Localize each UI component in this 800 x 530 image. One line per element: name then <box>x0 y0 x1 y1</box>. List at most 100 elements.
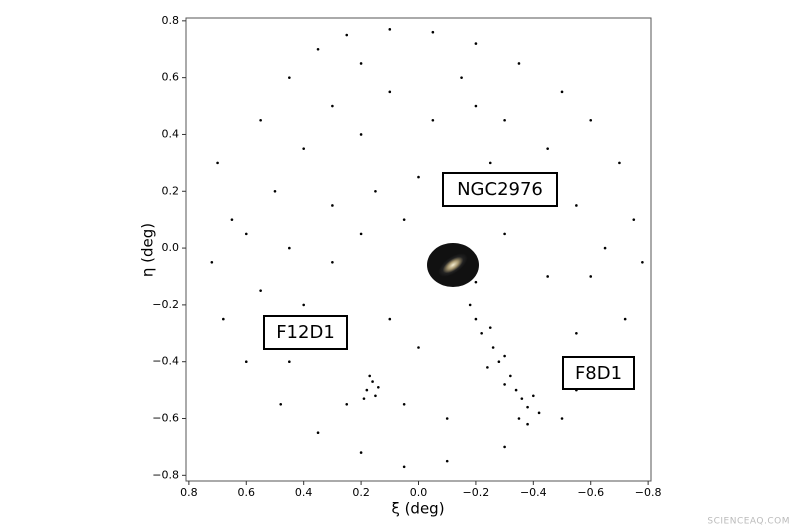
star-point <box>365 388 369 392</box>
star-point <box>546 275 549 278</box>
annotation-box <box>562 356 635 390</box>
star-point <box>359 451 363 454</box>
x-tick-label: −0.2 <box>463 486 490 499</box>
x-axis-label: ξ (deg) <box>391 500 444 518</box>
star-point <box>417 346 420 349</box>
x-tick-label: −0.6 <box>577 486 604 499</box>
y-tick-label: 0.4 <box>162 127 180 140</box>
star-point <box>641 260 644 264</box>
star-point <box>589 275 593 278</box>
star-point <box>359 232 363 236</box>
annotation: F12D1 <box>276 322 335 343</box>
star-point <box>288 76 291 79</box>
star-point <box>474 280 478 284</box>
star-point <box>503 445 506 449</box>
star-point <box>331 204 334 207</box>
star-point <box>603 246 607 250</box>
star-point <box>488 161 492 165</box>
star-point <box>431 118 435 122</box>
y-tick-label: −0.2 <box>152 298 179 311</box>
star-point <box>526 422 529 426</box>
star-point <box>259 289 262 292</box>
star-point <box>546 147 549 150</box>
star-point <box>362 397 366 400</box>
star-point <box>371 380 374 383</box>
annotation-box <box>442 172 558 207</box>
star-point <box>589 118 593 122</box>
star-point <box>491 346 495 349</box>
star-point <box>359 62 363 65</box>
star-point <box>402 403 406 406</box>
star-point <box>560 90 564 94</box>
star-point <box>222 317 225 321</box>
x-tick-label: −0.4 <box>520 486 547 499</box>
star-point <box>520 397 524 400</box>
star-point <box>345 403 349 406</box>
star-point <box>474 104 478 108</box>
star-point <box>623 317 627 321</box>
star-point <box>216 161 219 165</box>
star-point <box>359 133 363 136</box>
star-point <box>288 246 291 250</box>
star-point <box>468 303 472 307</box>
star-point <box>488 326 492 329</box>
y-tick-label: 0.0 <box>162 241 180 254</box>
y-tick-label: 0.2 <box>162 184 180 197</box>
star-point <box>486 366 489 369</box>
star-point <box>288 360 291 363</box>
annotation: F8D1 <box>575 363 622 384</box>
plot-area <box>210 28 644 469</box>
star-point <box>480 331 483 335</box>
star-point <box>331 260 334 264</box>
star-point <box>244 360 248 363</box>
y-axis-label: η (deg) <box>139 223 157 277</box>
star-point <box>431 30 435 34</box>
star-point <box>402 218 406 221</box>
annotation-box <box>263 315 348 350</box>
star-point <box>368 374 372 378</box>
star-point <box>503 354 506 358</box>
star-point <box>417 175 420 179</box>
star-point <box>532 394 535 398</box>
watermark: SCIENCEAQ.COM <box>707 517 790 527</box>
star-point <box>474 317 478 321</box>
star-point <box>517 62 521 65</box>
star-point <box>618 161 621 165</box>
star-point <box>509 374 512 378</box>
star-point <box>302 303 305 307</box>
y-tick-label: −0.4 <box>152 355 179 368</box>
galaxy-core <box>438 253 468 277</box>
star-point <box>526 405 529 409</box>
star-point <box>388 317 392 321</box>
star-point <box>460 76 463 79</box>
x-tick-label: 0.8 <box>180 486 198 499</box>
star-point <box>503 383 506 386</box>
star-point <box>316 431 320 435</box>
star-point <box>503 232 506 236</box>
star-point <box>474 42 478 45</box>
x-tick-label: 0.2 <box>352 486 370 499</box>
star-point <box>374 394 377 398</box>
star-point <box>445 459 449 463</box>
x-tick-label: 0.4 <box>295 486 313 499</box>
star-point <box>377 385 380 389</box>
star-point <box>537 411 541 415</box>
star-point <box>345 33 349 37</box>
star-point <box>560 417 564 420</box>
star-point <box>374 189 377 193</box>
star-point <box>244 232 248 236</box>
x-tick-label: 0.0 <box>410 486 428 499</box>
star-point <box>273 189 277 193</box>
star-point <box>517 417 521 420</box>
y-tick-label: 0.8 <box>162 14 180 27</box>
annotation: NGC2976 <box>457 179 543 200</box>
star-point <box>632 218 636 221</box>
star-point <box>210 260 214 264</box>
star-point <box>302 147 305 150</box>
star-point <box>503 118 506 122</box>
star-point <box>445 417 449 420</box>
star-point <box>316 47 320 51</box>
x-tick-label: 0.6 <box>238 486 256 499</box>
y-tick-label: 0.6 <box>162 71 180 84</box>
